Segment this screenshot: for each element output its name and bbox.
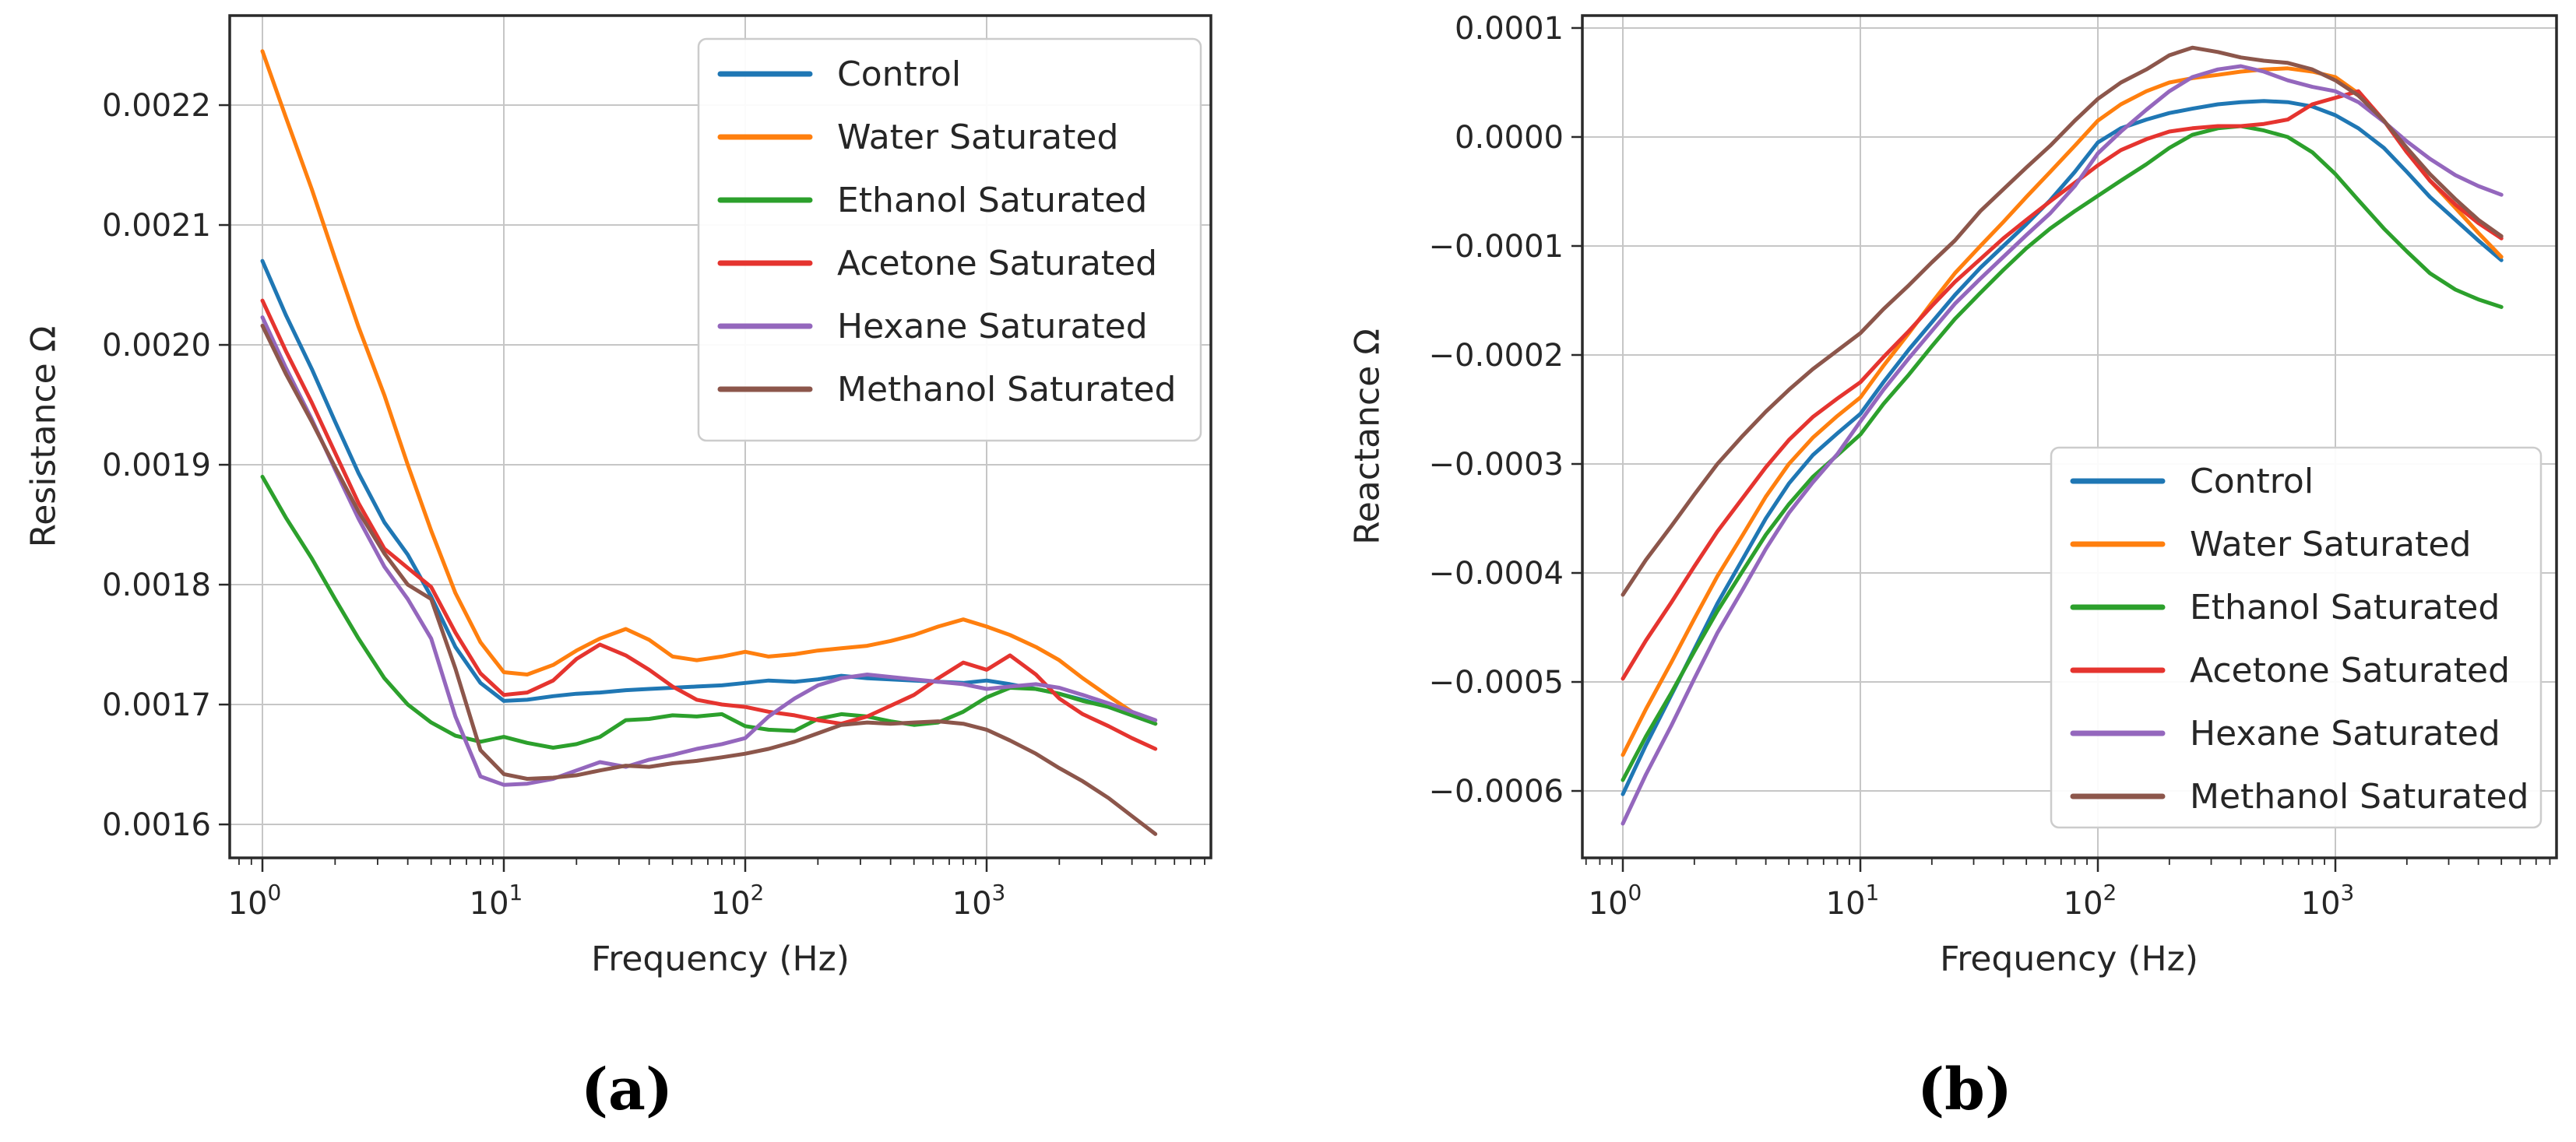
y-tick-label: 0.0018 (102, 567, 211, 603)
series-line-methanol-saturated (1621, 45, 2504, 597)
y-tick-label: 0.0017 (102, 687, 211, 723)
x-tick-label: 102 (711, 880, 765, 922)
x-tick-label: 101 (470, 880, 523, 922)
legend-box (697, 37, 1202, 442)
y-tick-label: 0.0020 (102, 328, 211, 364)
y-tick-label: 0.0016 (102, 807, 211, 843)
legend-label: Control (837, 54, 961, 94)
series-line-ethanol-saturated (1621, 124, 2504, 782)
legend-label: Methanol Saturated (837, 370, 1177, 409)
axes-box (228, 14, 1212, 859)
legend-label: Hexane Saturated (2190, 714, 2500, 754)
y-tick-label: 0.0000 (1455, 120, 1564, 156)
legend-label: Ethanol Saturated (837, 181, 1147, 220)
legend-label: Ethanol Saturated (2190, 588, 2500, 627)
y-tick-label: −0.0004 (1429, 556, 1564, 592)
y-tick-label: 0.0001 (1455, 11, 1564, 47)
y-tick-label: −0.0001 (1429, 229, 1564, 265)
y-tick-label: −0.0006 (1429, 774, 1564, 810)
y-tick-label: −0.0005 (1429, 665, 1564, 701)
chart-panel-b: 0.0001 0.0000 −0.0001 −0.0002 −0.0003 −0.0004… (1429, 11, 2558, 922)
y-tick-label: 0.0019 (102, 448, 211, 483)
caption-a: (a) (581, 1056, 673, 1123)
legend-label: Methanol Saturated (2190, 777, 2529, 817)
caption-b: (b) (1917, 1056, 2012, 1123)
series-line-control (260, 258, 1158, 726)
x-tick-label: 102 (2064, 880, 2117, 922)
legend-label: Control (2190, 462, 2314, 501)
legend-label: Water Saturated (2190, 525, 2471, 564)
legend-label: Acetone Saturated (837, 244, 1157, 283)
x-tick-label: 101 (1826, 880, 1880, 922)
chart-panel-a: 0.0022 0.0021 0.0020 0.0019 0.0018 0.0017 0.00… (102, 14, 1212, 922)
x-tick-label: 100 (1589, 880, 1642, 922)
series-line-control (1621, 99, 2504, 796)
legend-label: Hexane Saturated (837, 307, 1148, 346)
y-tick-label: 0.0022 (102, 88, 211, 124)
series-line-hexane-saturated (1621, 64, 2504, 826)
legend-box (2050, 446, 2543, 829)
series-line-hexane-saturated (260, 315, 1158, 787)
legend-label: Water Saturated (837, 118, 1118, 157)
x-tick-label: 100 (228, 880, 282, 922)
x-axis-label-frequency-b: Frequency (Hz) (1940, 939, 2198, 979)
series-line-water-saturated (260, 49, 1158, 726)
x-tick-label: 103 (2301, 880, 2355, 922)
x-tick-label: 103 (952, 880, 1006, 922)
legend-label: Acetone Saturated (2190, 651, 2510, 690)
y-tick-label: −0.0002 (1429, 338, 1564, 374)
y-tick-label: −0.0003 (1429, 447, 1564, 483)
series-line-ethanol-saturated (260, 474, 1158, 750)
series-line-acetone-saturated (260, 298, 1158, 751)
y-axis-label-reactance: Reactance Ω (1347, 329, 1388, 545)
series-line-methanol-saturated (260, 323, 1158, 836)
y-axis-label-resistance: Resistance Ω (23, 325, 64, 548)
y-tick-label: 0.0021 (102, 208, 211, 244)
axes-box (1581, 14, 2558, 859)
x-axis-label-frequency-a: Frequency (Hz) (591, 939, 850, 979)
